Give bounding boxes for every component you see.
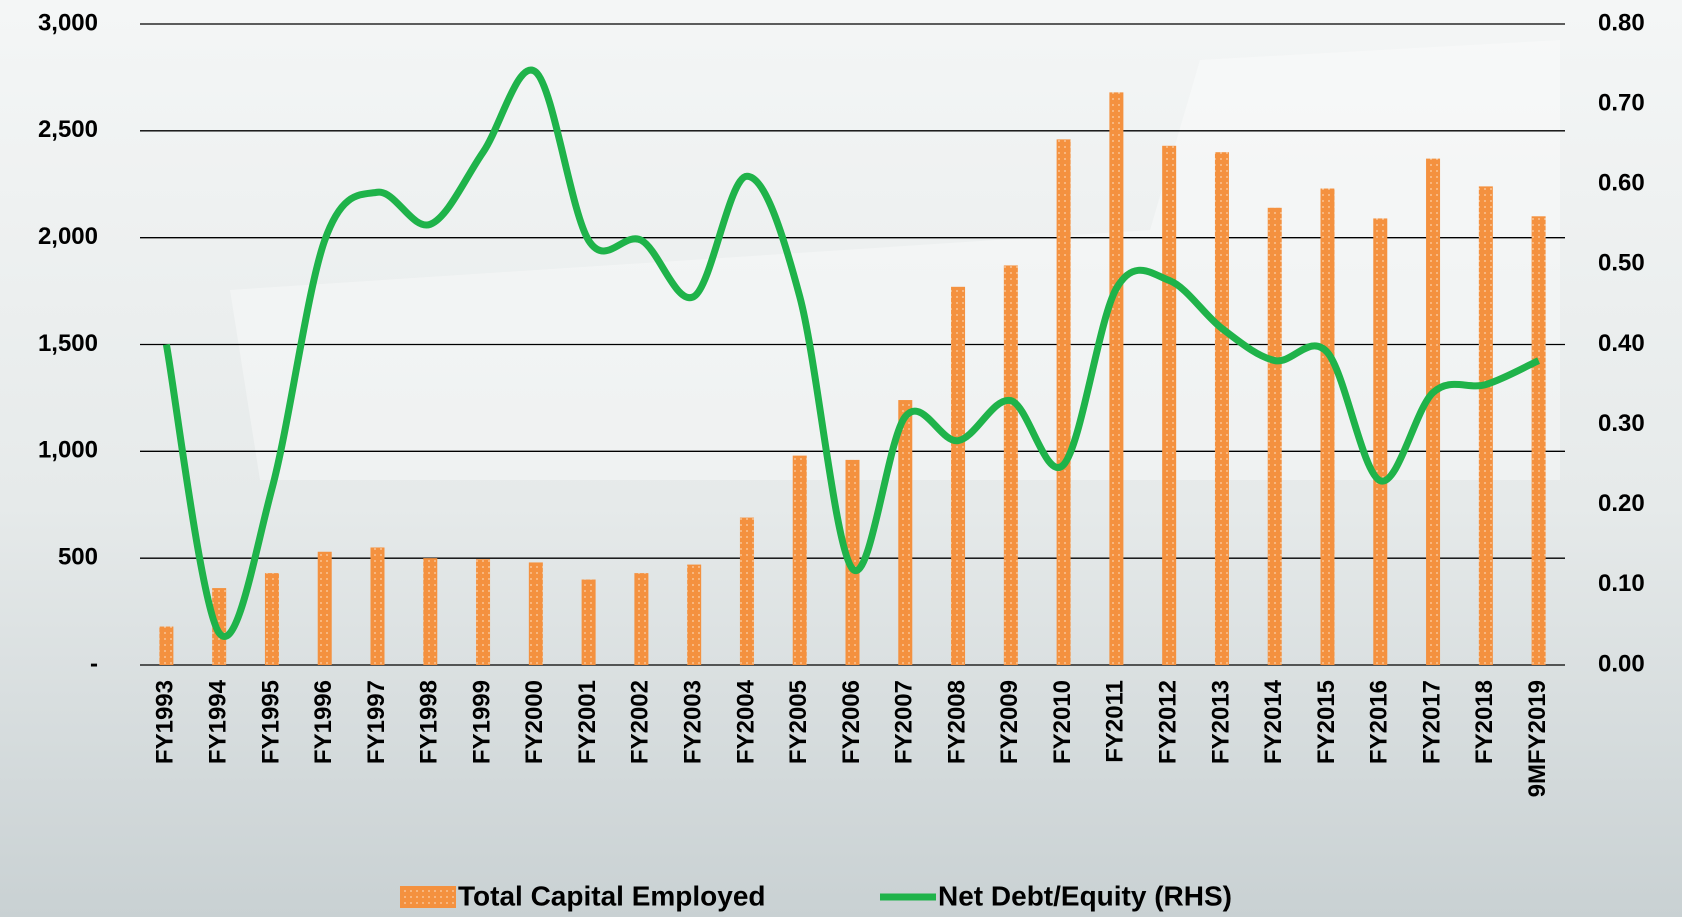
bar [318, 552, 332, 665]
bar [634, 573, 648, 665]
legend-label: Total Capital Employed [458, 880, 766, 911]
bar [1532, 216, 1546, 665]
x-tick-label: FY2007 [891, 680, 918, 764]
bar [793, 456, 807, 665]
bar [898, 400, 912, 665]
x-tick-label: FY1996 [310, 680, 337, 764]
chart: - 500 1,000 1,500 2,000 2,500 3,000 0.00 0.10 0.2… [0, 0, 1682, 917]
x-tick-label: FY2018 [1471, 680, 1498, 764]
x-tick-label: FY2004 [732, 679, 759, 764]
x-tick-label: FY2012 [1155, 680, 1182, 764]
y-tick-label: 3,000 [38, 9, 98, 36]
y2-tick-label: 0.20 [1598, 490, 1645, 517]
bar [265, 573, 279, 665]
x-tick-label: FY1993 [152, 680, 179, 764]
y2-tick-label: 0.00 [1598, 650, 1645, 677]
bar [371, 547, 385, 665]
x-tick-label: FY2010 [1049, 680, 1076, 764]
bar [159, 627, 173, 665]
bar [1004, 265, 1018, 665]
bar [740, 518, 754, 665]
x-tick-label: FY2002 [627, 680, 654, 764]
y-tick-label: 1,000 [38, 437, 98, 464]
x-tick-label: FY2003 [680, 680, 707, 764]
y-tick-label: - [90, 650, 98, 677]
y2-tick-label: 0.30 [1598, 410, 1645, 437]
y-tick-label: 500 [58, 544, 98, 571]
x-tick-label: FY1998 [416, 680, 443, 764]
x-tick-label: FY2009 [996, 680, 1023, 764]
y2-tick-label: 0.80 [1598, 9, 1645, 36]
x-tick-label: FY2014 [1260, 679, 1287, 764]
bar [1426, 159, 1440, 665]
y2-tick-label: 0.50 [1598, 250, 1645, 277]
x-tick-label: FY2000 [521, 680, 548, 764]
bar [1057, 139, 1071, 665]
x-tick-label: FY1995 [257, 680, 284, 764]
bar [1479, 186, 1493, 665]
y-tick-label: 2,500 [38, 116, 98, 143]
y2-tick-label: 0.10 [1598, 570, 1645, 597]
x-tick-label: FY2013 [1207, 680, 1234, 764]
y-tick-label: 1,500 [38, 330, 98, 357]
bar [1162, 146, 1176, 665]
x-tick-label: FY1994 [205, 679, 232, 764]
bar [582, 580, 596, 665]
bar [1215, 152, 1229, 665]
bar [1321, 189, 1335, 665]
x-tick-label: FY1997 [363, 680, 390, 764]
x-tick-label: FY2015 [1313, 680, 1340, 764]
legend-swatch [400, 886, 456, 908]
x-tick-label: FY2005 [785, 680, 812, 764]
x-tick-label: FY2006 [838, 680, 865, 764]
y2-tick-label: 0.60 [1598, 170, 1645, 197]
bar [687, 565, 701, 665]
x-tick-label: FY2017 [1418, 680, 1445, 764]
bar [1373, 218, 1387, 665]
bar [529, 562, 543, 665]
bar [951, 287, 965, 665]
legend-label: Net Debt/Equity (RHS) [938, 880, 1232, 911]
bar [1268, 208, 1282, 665]
x-tick-label: FY2001 [574, 680, 601, 764]
bar [423, 558, 437, 665]
y2-tick-label: 0.70 [1598, 89, 1645, 116]
x-tick-label: FY1999 [468, 680, 495, 764]
y2-tick-label: 0.40 [1598, 330, 1645, 357]
bar [476, 559, 490, 665]
bar [1109, 92, 1123, 665]
x-tick-label: FY2011 [1102, 680, 1129, 763]
x-tick-label: 9MFY2019 [1524, 680, 1551, 797]
y-tick-label: 2,000 [38, 223, 98, 250]
x-tick-label: FY2016 [1366, 680, 1393, 764]
x-tick-label: FY2008 [943, 680, 970, 764]
